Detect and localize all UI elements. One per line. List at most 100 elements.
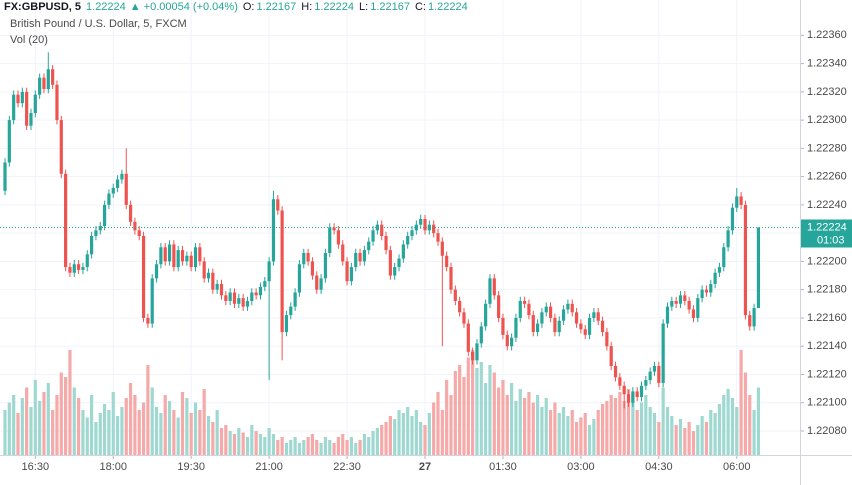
volume-bar [717,404,722,455]
candle-body [358,252,362,262]
volume-bar [297,443,302,455]
volume-bar [98,413,102,455]
volume-bar [172,410,176,455]
candle-body [245,300,250,307]
volume-bar [752,410,756,455]
volume-bar [254,431,258,455]
x-tick-label: 27 [419,461,431,473]
candle-body [419,219,423,225]
high-value: 1.22224 [314,1,354,13]
candle-body [371,230,375,242]
candle-body [150,278,154,324]
candle-body [120,173,124,180]
candle-body [315,275,319,290]
candle-body [215,284,219,290]
candle-body [51,69,55,85]
candle-body [137,230,141,236]
y-tick-label: 1.22240 [807,199,847,211]
volume-bar [579,417,583,455]
candle-body [345,261,349,282]
candle-body [475,343,479,361]
candle-body [449,267,453,290]
candle-body [609,346,613,366]
volume-bar [215,410,219,455]
volume-bar [102,404,107,455]
volume-bar [756,387,761,455]
volume-bar [367,437,371,455]
candle-body [523,300,527,304]
candle-body [683,295,687,301]
candle-body [691,309,696,318]
candle-body [59,120,63,174]
volume-bar [466,357,470,455]
candle-body [46,69,50,90]
volume-bar [141,402,146,455]
volume-bar [237,428,241,455]
volume-bar [618,392,622,455]
volume-bar [492,372,496,455]
candle-body [700,289,704,299]
volume-bar [652,413,657,455]
candle-body [505,334,509,347]
candle-body [587,317,592,335]
volume-bar [111,392,115,455]
candle-body [185,255,189,262]
volume-bar [462,377,466,455]
volume-bar [406,407,410,455]
volume-bar [120,407,124,455]
header: FX:GBPUSD, 5 1.22224 ▲ +0.00054 (+0.04%) O: 1… [4,1,468,13]
candle-body [639,385,644,398]
volume-bar [665,407,670,455]
candle-body [678,295,683,304]
volume-bar [384,422,388,455]
volume-bar [566,416,570,455]
candle-body [180,250,185,262]
x-tick-label: 06:00 [723,461,751,473]
volume-bar [475,368,479,455]
candle-body [90,235,94,255]
countdown: 01:03 [817,234,845,246]
volume-bar [397,410,401,455]
volume-bar [341,434,345,455]
x-tick-label: 04:30 [645,461,673,473]
candle-body [488,278,492,304]
y-tick-label: 1.22360 [807,29,847,41]
volume-bar [310,434,315,455]
candle-body [20,91,24,104]
volume-bar [258,434,263,455]
candle-body [271,199,276,262]
volume-bar [514,401,518,455]
volume-bar [739,350,743,455]
volume-bar [176,417,180,455]
candle-body [3,162,7,191]
volume-bar [401,413,405,455]
candle-body [284,315,289,333]
volume-bar [219,428,224,455]
volume-bar [375,428,379,455]
symbol: FX:GBPUSD, 5 [4,1,81,13]
candle-body [81,267,85,270]
candle-body [336,230,341,245]
volume-label: Vol (20) [10,34,48,46]
volume-bar [548,410,553,455]
candle-body [267,261,271,282]
y-tick-label: 1.22280 [807,142,847,154]
candle-body [68,267,72,273]
volume-bar [336,437,341,455]
candle-body [33,94,37,114]
candle-body [202,261,206,279]
x-tick-label: 22:30 [333,461,361,473]
volume-bar [505,395,509,455]
volume-bar [16,413,20,455]
volume-bar [657,422,661,455]
candle-body [332,227,336,231]
volume-bar [323,437,328,455]
candle-body [648,371,652,381]
y-tick-label: 1.22160 [807,312,847,324]
volume-bar [163,395,167,455]
volume-bar [198,410,202,455]
up-arrow: ▲ [130,1,141,13]
candle-body [596,312,600,321]
